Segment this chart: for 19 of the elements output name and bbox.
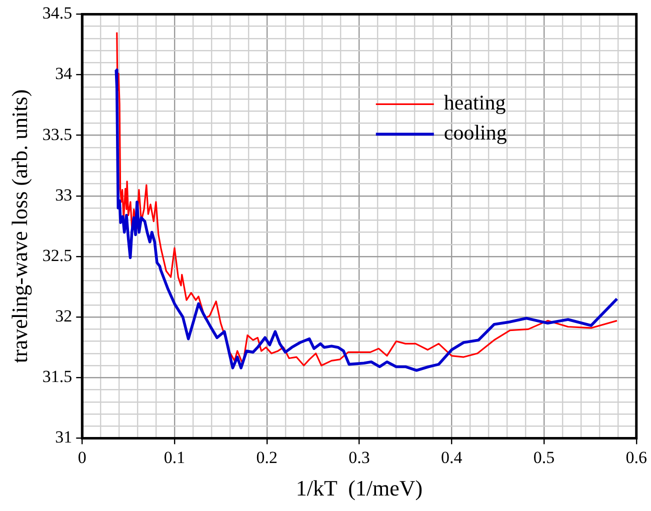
y-tick-label: 31 (55, 428, 72, 447)
x-tick-label: 0.2 (256, 448, 278, 467)
y-tick-label: 32.5 (42, 246, 72, 265)
x-tick-label: 0 (78, 448, 86, 467)
x-tick-label: 0.6 (626, 448, 647, 467)
x-tick-label: 0.1 (164, 448, 186, 467)
y-tick-label: 34 (55, 64, 73, 84)
y-tick-label: 33.5 (42, 124, 72, 144)
y-axis-title: traveling-wave loss (arb. units) (6, 89, 32, 364)
y-tick-label: 32 (55, 306, 72, 326)
x-tick-label: 0.5 (533, 448, 555, 467)
x-tick-label: 0.3 (348, 448, 370, 467)
x-axis-title: 1/kT (1/meV) (296, 476, 423, 501)
legend-label: heating (444, 90, 506, 115)
y-tick-label: 31.5 (42, 367, 72, 386)
y-tick-label: 33 (55, 185, 72, 204)
y-tick-label: 34.5 (42, 4, 72, 23)
legend-label: cooling (444, 120, 508, 145)
x-tick-label: 0.4 (441, 448, 463, 467)
